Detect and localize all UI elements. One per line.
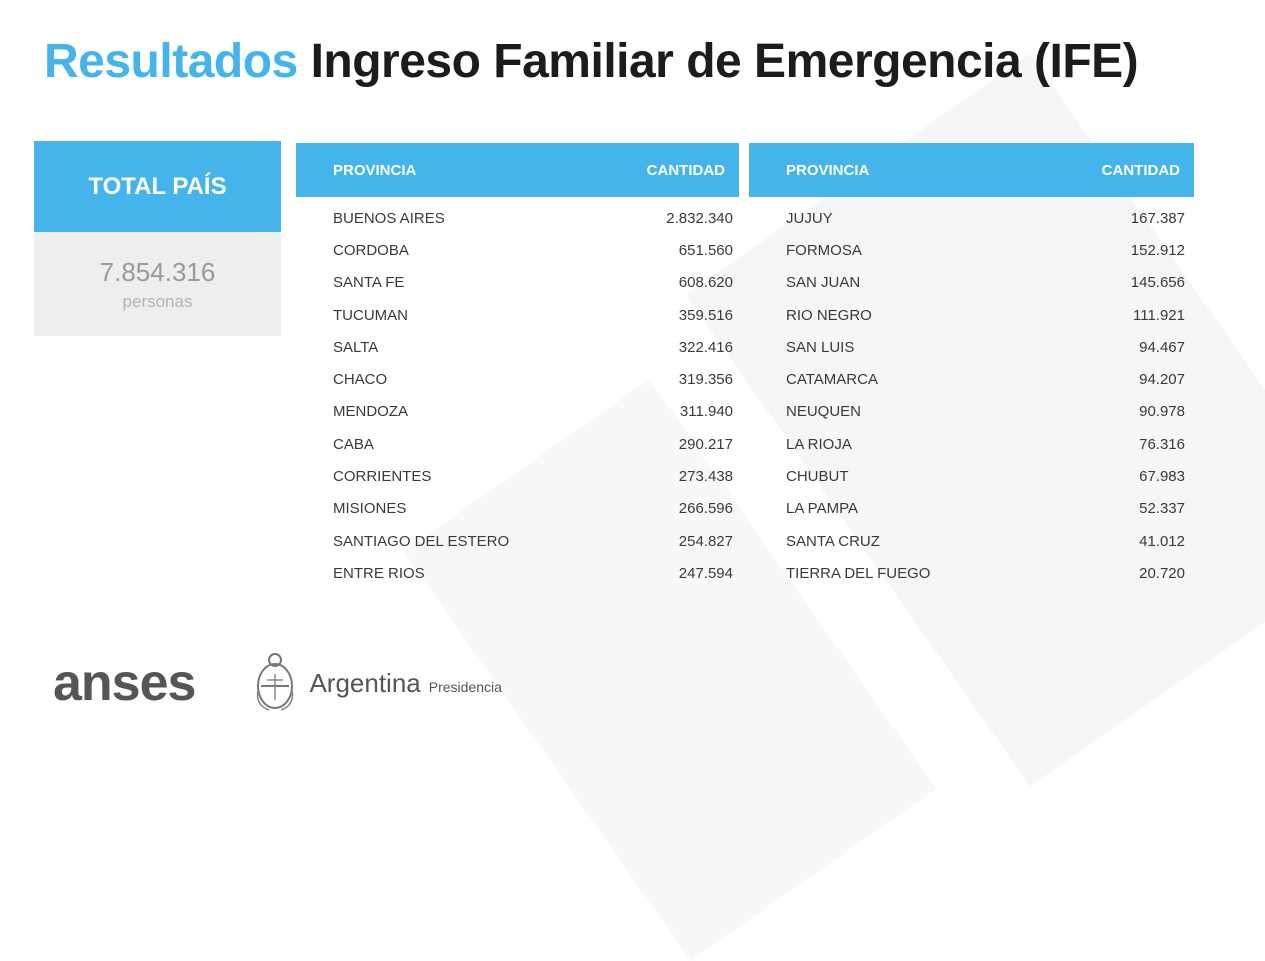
table-row: CHACO 319.356 <box>296 363 739 395</box>
province-amount: 90.978 <box>1139 403 1185 421</box>
table-row: JUJUY 167.387 <box>749 202 1194 234</box>
total-body: 7.854.316 personas <box>34 232 281 336</box>
province-amount: 152.912 <box>1130 241 1185 259</box>
province-name: CHACO <box>333 371 388 389</box>
table-row: TUCUMAN 359.516 <box>296 299 739 331</box>
table-row: BUENOS AIRES 2.832.340 <box>296 202 739 234</box>
province-amount: 145.656 <box>1130 274 1185 292</box>
table-row: CHUBUT 67.983 <box>749 460 1194 492</box>
province-name: MISIONES <box>333 500 407 518</box>
total-label: TOTAL PAÍS <box>34 141 281 232</box>
province-name: SAN LUIS <box>786 338 855 356</box>
province-amount: 94.207 <box>1139 371 1185 389</box>
province-name: SAN JUAN <box>786 274 861 292</box>
column-header-amount: CANTIDAD <box>646 161 725 179</box>
province-amount: 67.983 <box>1139 468 1185 486</box>
province-amount: 319.356 <box>678 371 733 389</box>
table-row: MISIONES 266.596 <box>296 493 739 525</box>
column-header-province: PROVINCIA <box>786 161 870 179</box>
column-header-province: PROVINCIA <box>333 161 417 179</box>
table-row: LA RIOJA 76.316 <box>749 428 1194 460</box>
province-amount: 322.416 <box>678 338 733 356</box>
table-row: MENDOZA 311.940 <box>296 396 739 428</box>
province-name: SANTA CRUZ <box>786 532 880 550</box>
province-name: CATAMARCA <box>786 371 878 389</box>
table-row: RIO NEGRO 111.921 <box>749 299 1194 331</box>
province-name: TIERRA DEL FUEGO <box>786 564 931 582</box>
page-title: Resultados Ingreso Familiar de Emergenci… <box>44 34 1139 89</box>
province-name: CORDOBA <box>333 241 409 259</box>
province-amount: 76.316 <box>1139 435 1185 453</box>
province-name: NEUQUEN <box>786 403 862 421</box>
province-amount: 2.832.340 <box>666 209 733 227</box>
province-name: JUJUY <box>786 209 833 227</box>
title-accent: Resultados <box>44 35 298 88</box>
table-row: SAN JUAN 145.656 <box>749 267 1194 299</box>
province-name: SANTIAGO DEL ESTERO <box>333 532 510 550</box>
province-amount: 41.012 <box>1139 532 1185 550</box>
table-row: CORDOBA 651.560 <box>296 234 739 266</box>
provinces-table-right: PROVINCIA CANTIDAD JUJUY 167.387 FORMOSA 15… <box>749 143 1194 590</box>
table-row: FORMOSA 152.912 <box>749 234 1194 266</box>
province-amount: 608.620 <box>678 274 733 292</box>
total-unit: personas <box>122 291 193 311</box>
province-amount: 273.438 <box>678 468 733 486</box>
province-name: LA RIOJA <box>786 435 852 453</box>
province-name: CABA <box>333 435 374 453</box>
province-name: SALTA <box>333 338 379 356</box>
total-value: 7.854.316 <box>99 256 216 287</box>
province-name: FORMOSA <box>786 241 862 259</box>
province-amount: 359.516 <box>678 306 733 324</box>
table-body: BUENOS AIRES 2.832.340 CORDOBA 651.560 SANTA… <box>296 197 739 590</box>
title-main: Ingreso Familiar de Emergencia (IFE) <box>310 35 1139 88</box>
province-amount: 20.720 <box>1139 564 1185 582</box>
table-row: SALTA 322.416 <box>296 331 739 363</box>
table-row: SANTIAGO DEL ESTERO 254.827 <box>296 525 739 557</box>
table-header: PROVINCIA CANTIDAD <box>749 143 1194 197</box>
province-amount: 290.217 <box>678 435 733 453</box>
province-name: TUCUMAN <box>333 306 408 324</box>
province-name: BUENOS AIRES <box>333 209 445 227</box>
table-row: CABA 290.217 <box>296 428 739 460</box>
table-row: ENTRE RIOS 247.594 <box>296 557 739 589</box>
coat-of-arms-icon <box>257 653 294 711</box>
table-body: JUJUY 167.387 FORMOSA 152.912 SAN JUAN 145.65… <box>749 197 1194 590</box>
table-row: SAN LUIS 94.467 <box>749 331 1194 363</box>
province-amount: 167.387 <box>1130 209 1185 227</box>
province-name: ENTRE RIOS <box>333 564 425 582</box>
table-row: SANTA FE 608.620 <box>296 267 739 299</box>
table-row: CATAMARCA 94.207 <box>749 363 1194 395</box>
table-row: SANTA CRUZ 41.012 <box>749 525 1194 557</box>
province-amount: 254.827 <box>678 532 733 550</box>
province-name: RIO NEGRO <box>786 306 872 324</box>
presidencia-label: Presidencia <box>428 679 502 695</box>
province-amount: 52.337 <box>1139 500 1185 518</box>
table-row: NEUQUEN 90.978 <box>749 396 1194 428</box>
province-amount: 311.940 <box>679 403 733 421</box>
province-name: CORRIENTES <box>333 468 432 486</box>
province-amount: 266.596 <box>678 500 733 518</box>
province-name: CHUBUT <box>786 468 849 486</box>
province-amount: 651.560 <box>678 241 733 259</box>
province-amount: 111.921 <box>1133 306 1185 324</box>
province-name: MENDOZA <box>333 403 408 421</box>
province-amount: 247.594 <box>678 564 733 582</box>
total-country-card: TOTAL PAÍS 7.854.316 personas <box>34 141 281 336</box>
provinces-table-left: PROVINCIA CANTIDAD BUENOS AIRES 2.832.340… <box>296 143 739 590</box>
argentina-label: Argentina <box>309 667 421 698</box>
table-header: PROVINCIA CANTIDAD <box>296 143 739 197</box>
province-name: SANTA FE <box>333 274 405 292</box>
column-header-amount: CANTIDAD <box>1101 161 1180 179</box>
table-row: LA PAMPA 52.337 <box>749 493 1194 525</box>
province-amount: 94.467 <box>1139 338 1185 356</box>
table-row: TIERRA DEL FUEGO 20.720 <box>749 557 1194 589</box>
anses-logo: anses <box>53 654 196 712</box>
province-name: LA PAMPA <box>786 500 858 518</box>
footer: anses Argentina Presidencia <box>53 650 502 716</box>
table-row: CORRIENTES 273.438 <box>296 460 739 492</box>
